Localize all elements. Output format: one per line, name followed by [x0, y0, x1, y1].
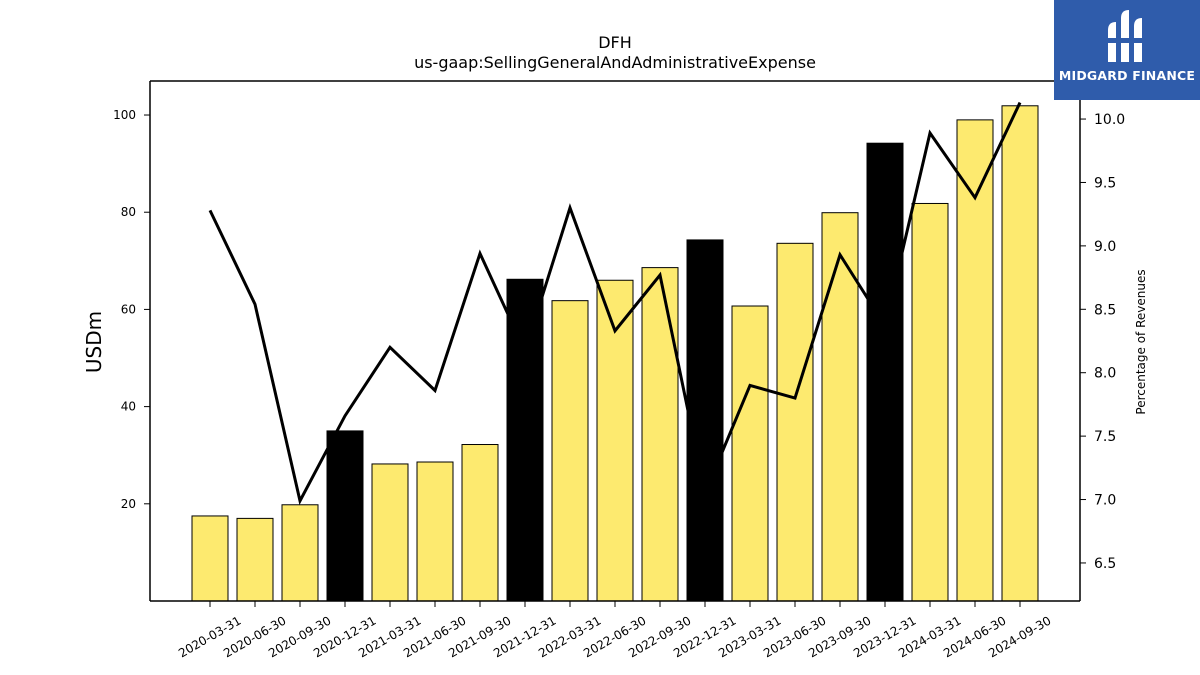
y2-axis-label: Percentage of Revenues: [1134, 269, 1148, 414]
brand-logo: MIDGARD FINANCE: [1054, 0, 1200, 100]
bar: [776, 242, 814, 602]
bar: [416, 461, 454, 602]
y2-tick-label: 10.0: [1094, 112, 1125, 128]
y2-tick-label: 9.5: [1094, 175, 1116, 191]
ratio-line: [208, 101, 1022, 506]
y2-tick-label: 8.5: [1094, 302, 1116, 318]
bars-layer: [191, 105, 1039, 602]
bar: [461, 444, 499, 602]
bar: [281, 504, 319, 602]
y-axis-label: USDm: [82, 311, 106, 373]
y-tick-label: 80: [121, 205, 136, 219]
bar: [866, 142, 904, 602]
y-tick-label: 60: [121, 302, 136, 316]
brand-logo-icon: [1108, 10, 1142, 62]
bar: [596, 279, 634, 602]
bar: [551, 300, 589, 602]
bar: [731, 305, 769, 602]
bar: [911, 202, 949, 602]
brand-name: MIDGARD FINANCE: [1058, 68, 1196, 83]
bar: [686, 239, 724, 602]
line-layer: [208, 101, 1022, 506]
bar: [641, 267, 679, 602]
bar: [236, 517, 274, 602]
y2-tick-label: 7.0: [1094, 493, 1116, 509]
chart-title: DFH: [598, 33, 632, 52]
bar: [371, 463, 409, 602]
y2-tick-label: 8.0: [1094, 366, 1116, 382]
chart-subtitle: us-gaap:SellingGeneralAndAdministrativeE…: [414, 53, 816, 72]
y2-tick-label: 6.5: [1094, 556, 1116, 572]
y-tick-label: 20: [121, 497, 136, 511]
bar: [821, 212, 859, 602]
y-tick-label: 40: [121, 400, 136, 414]
bar: [956, 119, 994, 602]
bar: [1001, 105, 1039, 602]
y2-tick-label: 9.0: [1094, 239, 1116, 255]
y-tick-label: 100: [113, 108, 136, 122]
bar: [506, 278, 544, 602]
bar: [326, 430, 364, 602]
bar: [191, 515, 229, 602]
y2-tick-label: 7.5: [1094, 429, 1116, 445]
